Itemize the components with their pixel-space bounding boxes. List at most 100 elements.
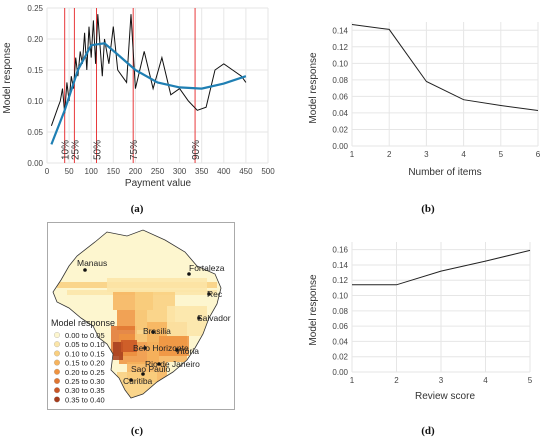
chart-c-map: Manaus Fortaleza Rec Salvador Brasilia Belo H… <box>47 222 235 410</box>
heatmap-cell <box>159 336 189 356</box>
legend-label: 0.20 to 0.25 <box>65 368 105 377</box>
city-label: Sao Paulo <box>131 364 170 374</box>
a-ytick-label: 0.00 <box>27 159 43 168</box>
city-marker <box>207 292 211 296</box>
legend-swatch <box>54 341 60 348</box>
percentile-label: 90% <box>191 140 202 160</box>
b-ytick-label: 0.12 <box>332 43 348 52</box>
percentile-label: 50% <box>93 140 104 160</box>
brazil-outline <box>52 229 222 399</box>
city-label: Rec <box>207 289 223 299</box>
legend-swatch <box>54 359 60 366</box>
city-label: Brasilia <box>143 326 171 336</box>
heatmap-cell <box>167 306 207 336</box>
legend-label: 0.30 to 0.35 <box>65 386 105 395</box>
a-xtick-label: 50 <box>65 167 74 176</box>
chart-b-ylabel: Model response <box>308 52 319 124</box>
city-label: Vitoria <box>175 346 199 356</box>
chart-b-xlabel: Number of items <box>408 167 481 178</box>
legend-label: 0.00 to 0.05 <box>65 331 105 340</box>
b-ytick-label: 0.08 <box>332 76 348 85</box>
caption-c: (c) <box>130 425 144 437</box>
d-xtick-label: 2 <box>394 376 399 385</box>
b-xtick-label: 3 <box>424 150 429 159</box>
legend-swatch <box>54 378 60 384</box>
city-label: Salvador <box>197 313 231 323</box>
d-ytick-label: 0.10 <box>332 292 348 301</box>
d-ytick-label: 0.02 <box>332 353 348 362</box>
a-xtick-label: 200 <box>129 167 143 176</box>
chart-a-grid <box>46 7 269 164</box>
chart-d-xlabel: Review score <box>415 391 475 402</box>
b-ytick-label: 0.02 <box>332 125 348 134</box>
b-xtick-label: 1 <box>350 150 355 159</box>
d-ytick-label: 0.00 <box>332 368 348 377</box>
city-label: Manaus <box>77 258 107 268</box>
a-xtick-label: 250 <box>151 167 165 176</box>
caption-a: (a) <box>130 203 144 215</box>
city-marker <box>141 372 145 376</box>
chart-a: 10%25% 50% 75% 90% 0.00 0.05 0.10 0.15 0.20 0.25… <box>2 4 275 189</box>
heatmap-cell <box>107 278 207 292</box>
city-marker <box>143 346 147 350</box>
city-marker <box>197 316 201 320</box>
a-ytick-label: 0.15 <box>27 66 43 75</box>
a-xtick-label: 350 <box>195 167 209 176</box>
legend-swatch <box>54 350 60 357</box>
b-ytick-label: 0.06 <box>332 92 348 101</box>
legend-swatch <box>54 368 60 375</box>
a-xtick-label: 0 <box>45 167 50 176</box>
b-ytick-label: 0.04 <box>332 109 348 118</box>
city-marker <box>175 348 179 352</box>
d-xtick-label: 4 <box>483 376 488 385</box>
b-xtick-label: 5 <box>499 150 504 159</box>
a-xtick-label: 500 <box>261 167 275 176</box>
city-marker <box>83 268 87 272</box>
a-ytick-label: 0.10 <box>27 97 43 106</box>
d-ytick-label: 0.14 <box>332 261 348 270</box>
a-ytick-label: 0.25 <box>27 4 43 13</box>
legend-label: 0.15 to 0.20 <box>65 359 105 368</box>
chart-b-line <box>351 24 539 111</box>
chart-d-ylabel: Model response <box>308 274 319 346</box>
a-xtick-label: 100 <box>85 167 99 176</box>
d-ytick-label: 0.06 <box>332 322 348 331</box>
percentile-label: 25% <box>70 140 81 160</box>
legend-swatch <box>54 387 60 394</box>
caption-d: (d) <box>421 425 435 437</box>
caption-b: (b) <box>421 203 435 215</box>
d-ytick-label: 0.04 <box>332 337 348 346</box>
legend-swatch <box>54 396 60 403</box>
b-ytick-label: 0.00 <box>332 142 348 151</box>
percentile-label: 75% <box>129 140 140 160</box>
heatmap-cell <box>113 342 123 360</box>
chart-a-ylabel: Model response <box>2 42 13 114</box>
d-ytick-label: 0.16 <box>332 246 348 255</box>
d-xtick-label: 1 <box>350 376 355 385</box>
legend-label: 0.35 to 0.40 <box>65 395 105 404</box>
a-xtick-label: 300 <box>173 167 187 176</box>
legend-label: 0.25 to 0.30 <box>65 377 105 386</box>
city-label: Curitiba <box>123 376 153 386</box>
d-xtick-label: 5 <box>528 376 533 385</box>
city-label: Rio de Janeiro <box>145 359 200 369</box>
a-ytick-label: 0.20 <box>27 35 43 44</box>
d-ytick-label: 0.12 <box>332 276 348 285</box>
heatmap-cell <box>121 340 137 352</box>
a-xtick-label: 450 <box>239 167 253 176</box>
legend-label: 0.10 to 0.15 <box>65 349 105 358</box>
city-marker <box>151 330 155 334</box>
b-xtick-label: 6 <box>536 150 541 159</box>
b-xtick-label: 4 <box>461 150 466 159</box>
chart-a-xlabel: Payment value <box>125 178 192 189</box>
city-marker <box>157 362 161 366</box>
city-label: Belo Horizonte <box>133 343 189 353</box>
b-ytick-label: 0.14 <box>332 26 348 35</box>
chart-d: 0.00 0.02 0.04 0.06 0.08 0.10 0.12 0.14 0.16 1 2 3… <box>308 242 533 402</box>
d-ytick-label: 0.08 <box>332 307 348 316</box>
d-xtick-label: 3 <box>439 376 444 385</box>
b-ytick-label: 0.10 <box>332 59 348 68</box>
legend-title: Model response <box>51 318 115 328</box>
chart-a-smooth-line <box>50 42 247 145</box>
